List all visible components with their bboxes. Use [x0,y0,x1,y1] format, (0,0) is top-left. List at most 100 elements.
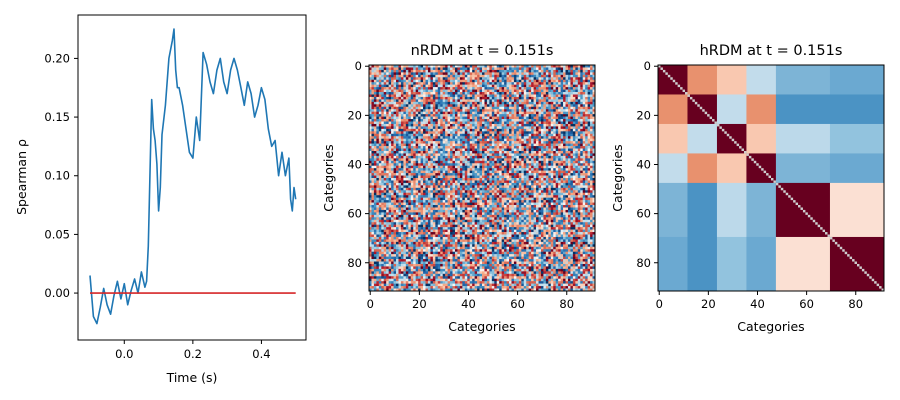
heatmap-cell [543,77,547,80]
heatmap-cell [408,99,412,103]
heatmap-cell [509,123,512,127]
heatmap-cell [369,77,372,80]
heatmap-cell [369,69,372,73]
heatmap-cell [432,94,436,98]
heatmap-cell [587,116,591,120]
heatmap-cell [526,79,529,83]
heatmap-cell [592,155,596,159]
heatmap-cell [567,143,571,147]
heatmap-cell [388,87,392,90]
heatmap-cell [521,94,525,98]
heatmap-cell [496,121,500,125]
heatmap-cell [415,168,419,171]
heatmap-cell [477,195,480,198]
heatmap-cell [590,87,593,90]
heatmap-cell [413,87,416,90]
heatmap-cell [572,175,576,179]
heatmap-cell [427,133,431,137]
heatmap-cell [491,101,495,105]
heatmap-cell [457,77,461,80]
heatmap-cell [531,175,534,179]
heatmap-cell [440,101,443,105]
heatmap-cell [459,168,463,171]
heatmap-cell [396,84,399,88]
heatmap-cell [526,82,529,85]
heatmap-cell [565,69,569,73]
heatmap-cell [494,128,497,132]
heatmap-cell [403,114,407,117]
heatmap-cell [518,106,522,110]
heatmap-cell [462,128,466,132]
heatmap-cell [408,185,412,189]
heatmap-cell [393,72,397,76]
heatmap-cell [396,182,399,186]
heatmap-cell [381,72,384,76]
heatmap-cell [454,185,458,189]
heatmap-cell [509,182,512,186]
heatmap-cell [462,123,466,127]
heatmap-cell [587,101,591,105]
heatmap-cell [545,192,549,196]
heatmap-cell [550,101,554,105]
heatmap-cell [369,106,372,110]
heatmap-cell [565,168,569,171]
heatmap-cell [408,67,412,71]
heatmap-cell [435,133,439,137]
heatmap-cell [501,131,505,135]
heatmap-cell [484,165,488,169]
heatmap-cell [388,153,392,157]
heatmap-cell [435,72,439,76]
heatmap-cell [585,155,588,159]
heatmap-cell [388,128,392,132]
heatmap-cell [396,136,399,139]
heatmap-cell [582,148,586,152]
heatmap-cell [459,84,463,88]
heatmap-cell [509,106,512,110]
heatmap-cell [435,185,439,189]
heatmap-cell [491,109,495,112]
heatmap-cell [398,67,402,71]
heatmap-cell [415,173,419,176]
heatmap-cell [388,69,392,73]
heatmap-cell [526,170,529,174]
heatmap-cell [489,146,493,149]
heatmap-cell [531,153,534,157]
heatmap-cell [371,111,375,115]
heatmap-cell [442,163,446,166]
heatmap-cell [587,173,591,176]
heatmap-cell [420,92,424,95]
heatmap-cell [572,84,576,88]
heatmap-cell [582,153,586,157]
heatmap-cell [486,148,490,152]
heatmap-cell [528,182,532,186]
heatmap-cell [408,121,412,125]
heatmap-cell [545,99,549,103]
heatmap-cell [587,182,591,186]
heatmap-cell [391,126,394,130]
heatmap-cell [477,138,480,142]
heatmap-cell [408,104,412,108]
heatmap-cell [400,143,404,147]
heatmap-cell [452,119,456,122]
heatmap-cell [509,141,512,144]
heatmap-cell [457,65,461,68]
heatmap-cell [398,170,402,174]
heatmap-cell [504,143,507,147]
heatmap-cell [553,111,556,115]
heatmap-cell [391,128,394,132]
heatmap-cell [410,101,414,105]
heatmap-cell [585,121,588,125]
heatmap-cell [567,106,571,110]
heatmap-cell [558,82,561,85]
heatmap-cell [577,163,581,166]
heatmap-cell [592,116,596,120]
heatmap-cell [531,114,534,117]
heatmap-cell [491,106,495,110]
heatmap-cell [558,111,561,115]
heatmap-cell [563,111,566,115]
heatmap-cell [410,168,414,171]
heatmap-cell [393,143,397,147]
heatmap-cell [506,96,510,100]
heatmap-cell [457,121,461,125]
heatmap-cell [567,87,571,90]
